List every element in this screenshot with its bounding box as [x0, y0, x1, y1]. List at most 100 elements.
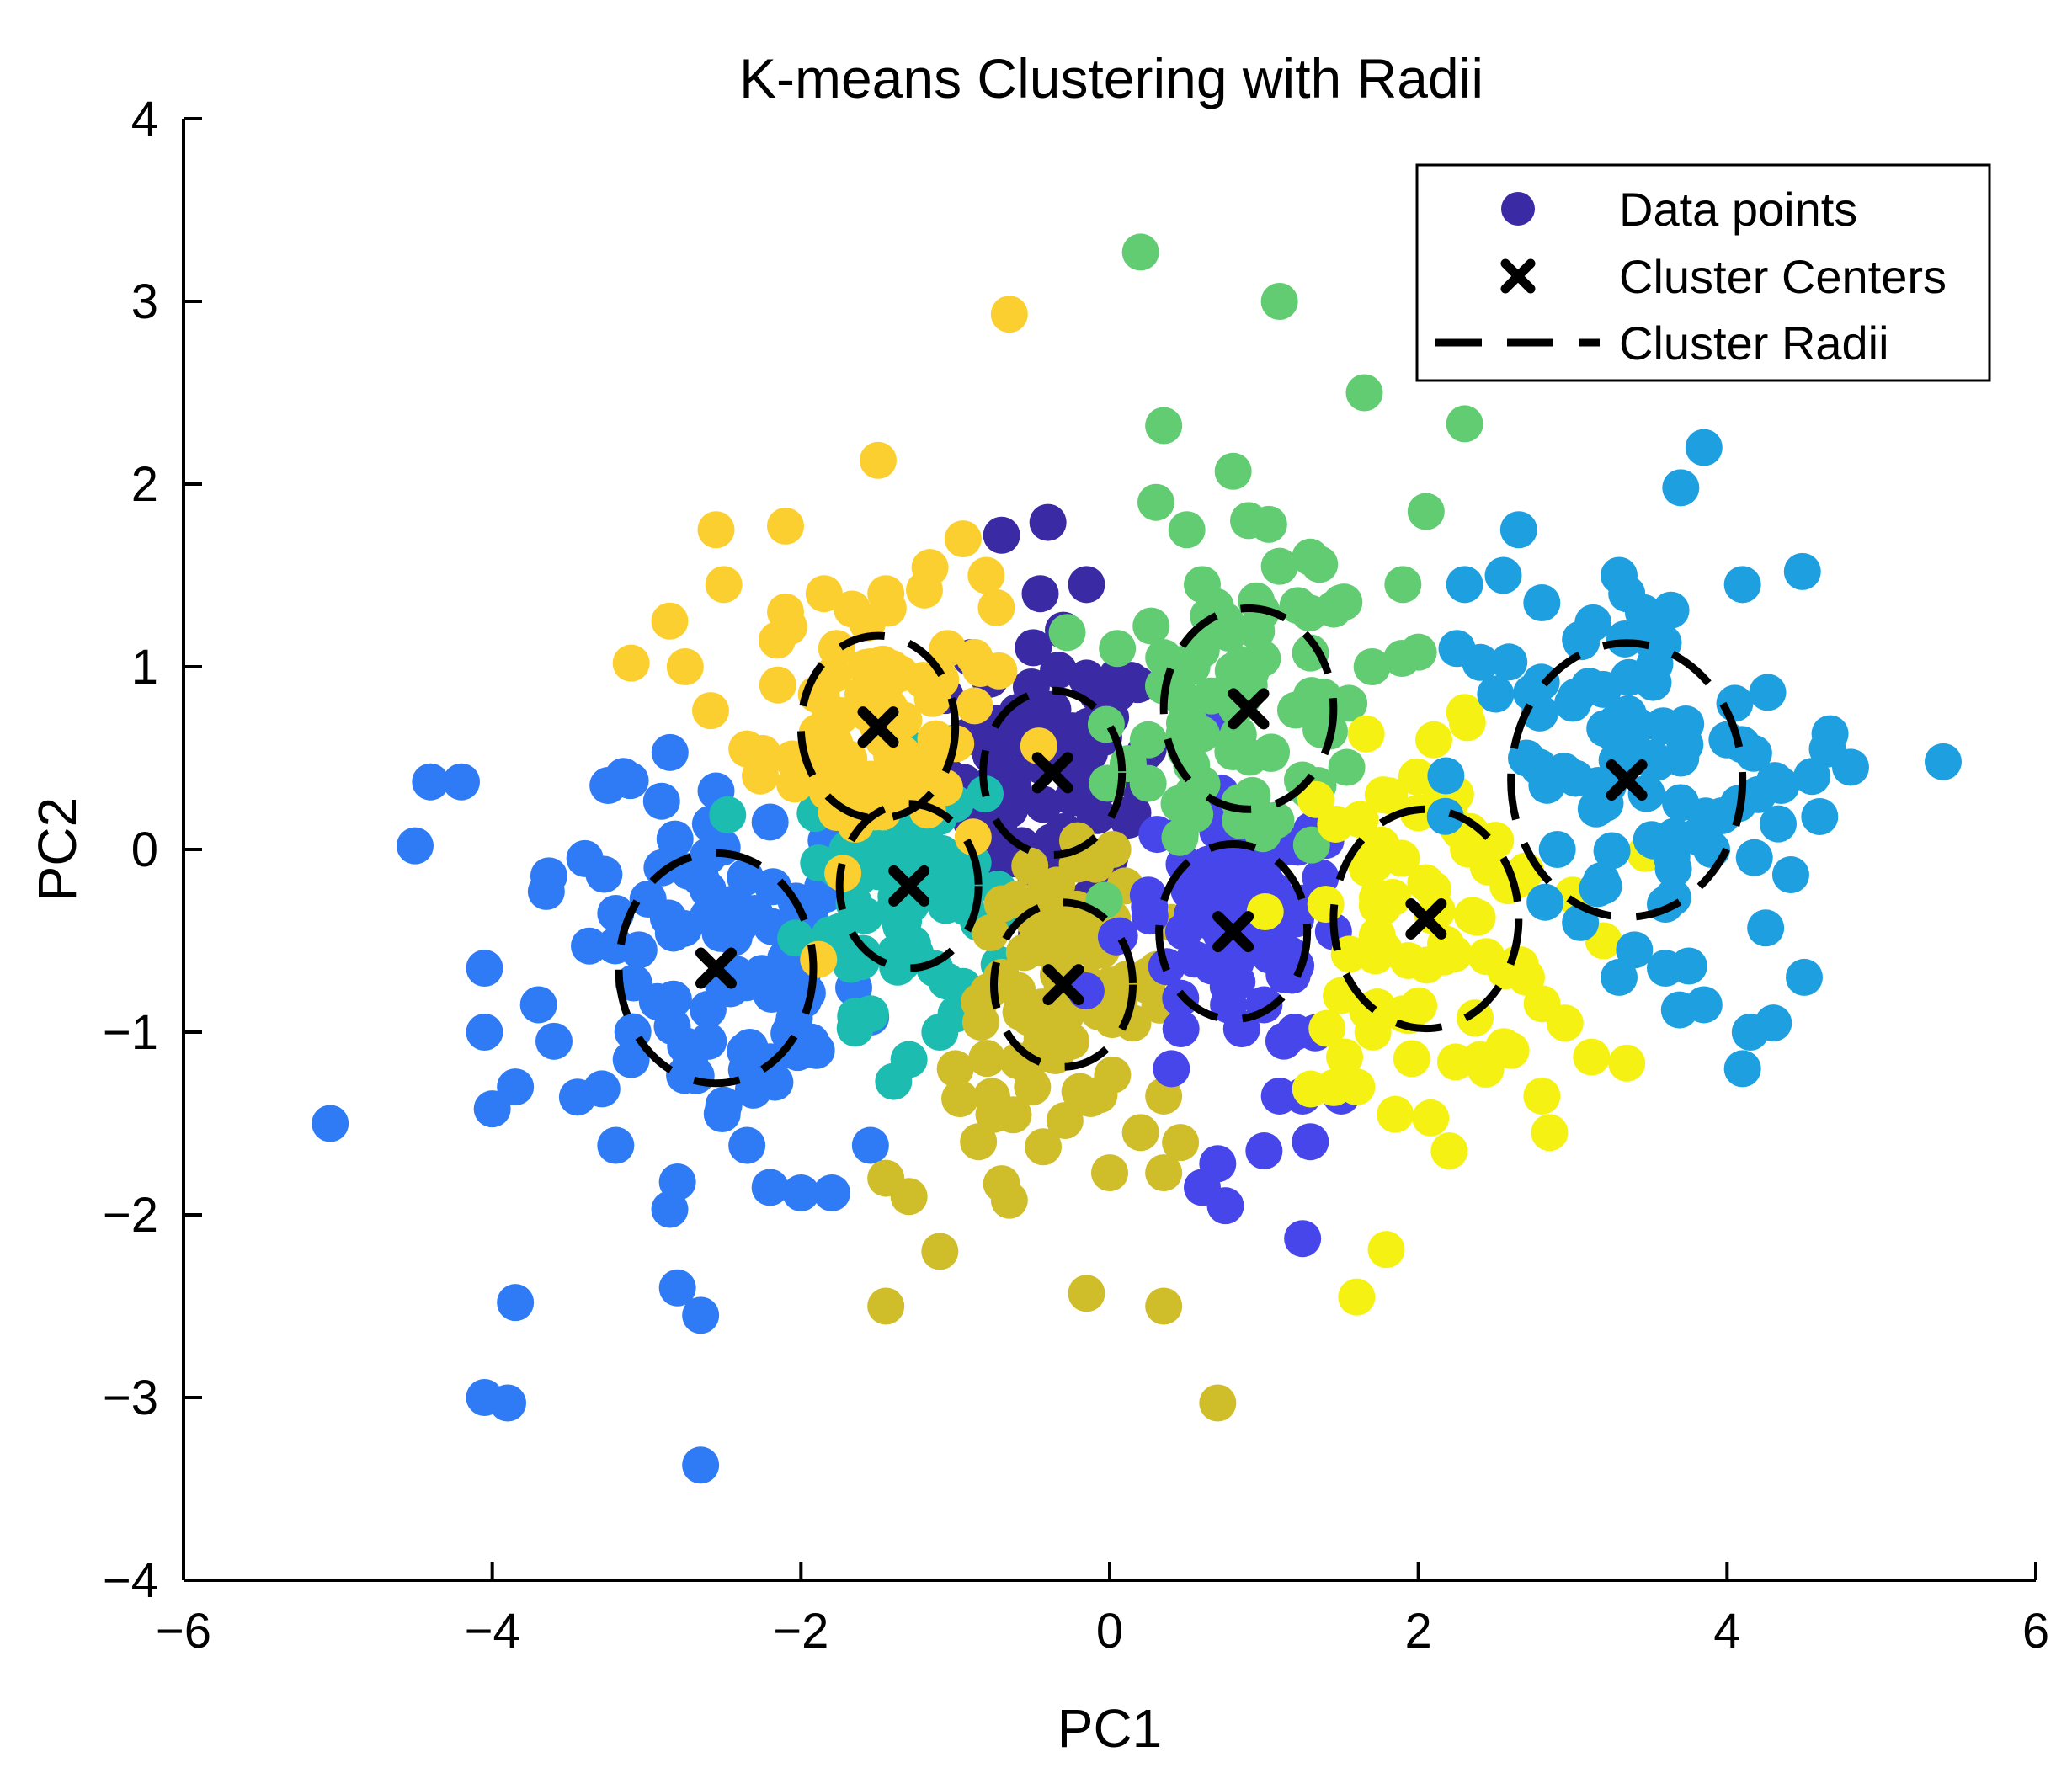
- x-tick-label: 2: [1405, 1604, 1432, 1659]
- data-point: [1206, 1187, 1244, 1225]
- data-point: [875, 1062, 913, 1100]
- data-point: [1723, 1050, 1761, 1088]
- data-point: [1072, 1079, 1110, 1117]
- data-point: [1597, 704, 1635, 742]
- data-point: [1230, 502, 1267, 540]
- legend: Data points Cluster Centers Cluster Radi…: [1415, 163, 1991, 382]
- y-tick-label: 3: [131, 274, 158, 329]
- data-point: [692, 692, 730, 730]
- data-point: [1108, 961, 1146, 998]
- data-point: [666, 648, 704, 685]
- data-point: [851, 648, 889, 685]
- y-tick-label: 4: [131, 92, 158, 146]
- data-point: [519, 986, 557, 1024]
- data-point: [1132, 607, 1170, 645]
- data-point: [1192, 677, 1230, 715]
- data-point: [1160, 785, 1198, 823]
- data-point: [1573, 1038, 1611, 1076]
- data-point: [1121, 1114, 1159, 1152]
- data-point: [944, 520, 982, 558]
- data-point: [1601, 958, 1638, 996]
- cluster-9-center: [1606, 759, 1648, 801]
- data-point: [1168, 511, 1206, 549]
- data-point: [1308, 1009, 1346, 1047]
- data-point: [690, 1022, 727, 1060]
- data-point: [983, 885, 1021, 923]
- data-point: [682, 860, 720, 897]
- data-point: [583, 1070, 621, 1108]
- data-point: [975, 1095, 1013, 1133]
- data-point: [1801, 797, 1839, 835]
- data-point: [1238, 612, 1276, 650]
- data-point: [751, 1169, 789, 1206]
- data-point: [1438, 630, 1476, 668]
- data-point: [1364, 888, 1402, 926]
- data-point: [1052, 902, 1090, 940]
- data-point: [961, 650, 999, 688]
- data-point: [1477, 675, 1515, 713]
- cluster-3-radius: [835, 800, 983, 972]
- data-point: [961, 1004, 999, 1041]
- x-tick-label: 6: [2022, 1604, 2049, 1659]
- legend-swatch-data-points: [1501, 192, 1535, 226]
- data-point: [990, 296, 1028, 333]
- data-point: [497, 1068, 535, 1106]
- data-point: [972, 914, 1009, 952]
- data-point: [1292, 826, 1330, 864]
- data-point: [759, 666, 796, 704]
- data-point: [642, 782, 680, 820]
- data-point: [709, 796, 747, 833]
- data-point: [682, 1296, 720, 1334]
- cluster-1-radius: [979, 686, 1127, 860]
- data-point: [1328, 748, 1366, 786]
- data-point: [1377, 1095, 1414, 1133]
- data-point: [805, 575, 843, 613]
- x-tick-label: −4: [465, 1604, 520, 1659]
- data-point: [990, 1181, 1028, 1219]
- data-point: [936, 1050, 974, 1088]
- data-point: [983, 516, 1020, 554]
- data-point: [1662, 739, 1700, 777]
- data-point: [1323, 584, 1360, 622]
- data-point: [1129, 876, 1167, 914]
- chart-title: K-means Clustering with Radii: [739, 47, 1483, 109]
- data-point: [658, 1163, 696, 1201]
- data-point: [1662, 469, 1700, 507]
- data-point: [1538, 831, 1576, 868]
- data-point: [1206, 602, 1244, 640]
- y-axis-title: PC2: [27, 797, 88, 902]
- data-point: [705, 1086, 743, 1124]
- data-point: [1021, 575, 1059, 613]
- data-point: [1326, 1038, 1364, 1076]
- data-point: [1245, 1132, 1283, 1170]
- data-point: [1025, 1128, 1063, 1166]
- data-point: [497, 1284, 535, 1322]
- data-point: [906, 818, 944, 856]
- data-point: [1562, 620, 1600, 658]
- data-point: [1199, 1145, 1237, 1183]
- cluster-2-points: [312, 733, 890, 1484]
- data-point: [1593, 832, 1631, 870]
- data-point: [1246, 892, 1284, 930]
- data-point: [977, 588, 1015, 626]
- data-point: [1523, 584, 1561, 622]
- cluster-9-points: [1426, 429, 1962, 1088]
- data-point: [1608, 575, 1646, 613]
- data-point: [1040, 652, 1078, 690]
- data-point: [1430, 1132, 1468, 1170]
- data-point: [620, 931, 658, 969]
- data-point: [1925, 743, 1962, 780]
- data-point: [1523, 1077, 1561, 1115]
- data-point: [1531, 1114, 1569, 1152]
- cluster-radii-layer: [615, 604, 1747, 1088]
- data-point: [1415, 721, 1452, 759]
- data-point: [1716, 684, 1754, 722]
- data-point: [651, 733, 689, 771]
- data-point: [1585, 867, 1622, 905]
- data-point: [1121, 233, 1159, 271]
- data-point: [1760, 805, 1798, 843]
- x-tick-label: 4: [1713, 1604, 1740, 1659]
- y-axis: −4 −3 −2 −1 0 1 2 3 4 PC2: [27, 92, 202, 1608]
- data-point: [1027, 923, 1065, 961]
- data-point: [1508, 958, 1545, 996]
